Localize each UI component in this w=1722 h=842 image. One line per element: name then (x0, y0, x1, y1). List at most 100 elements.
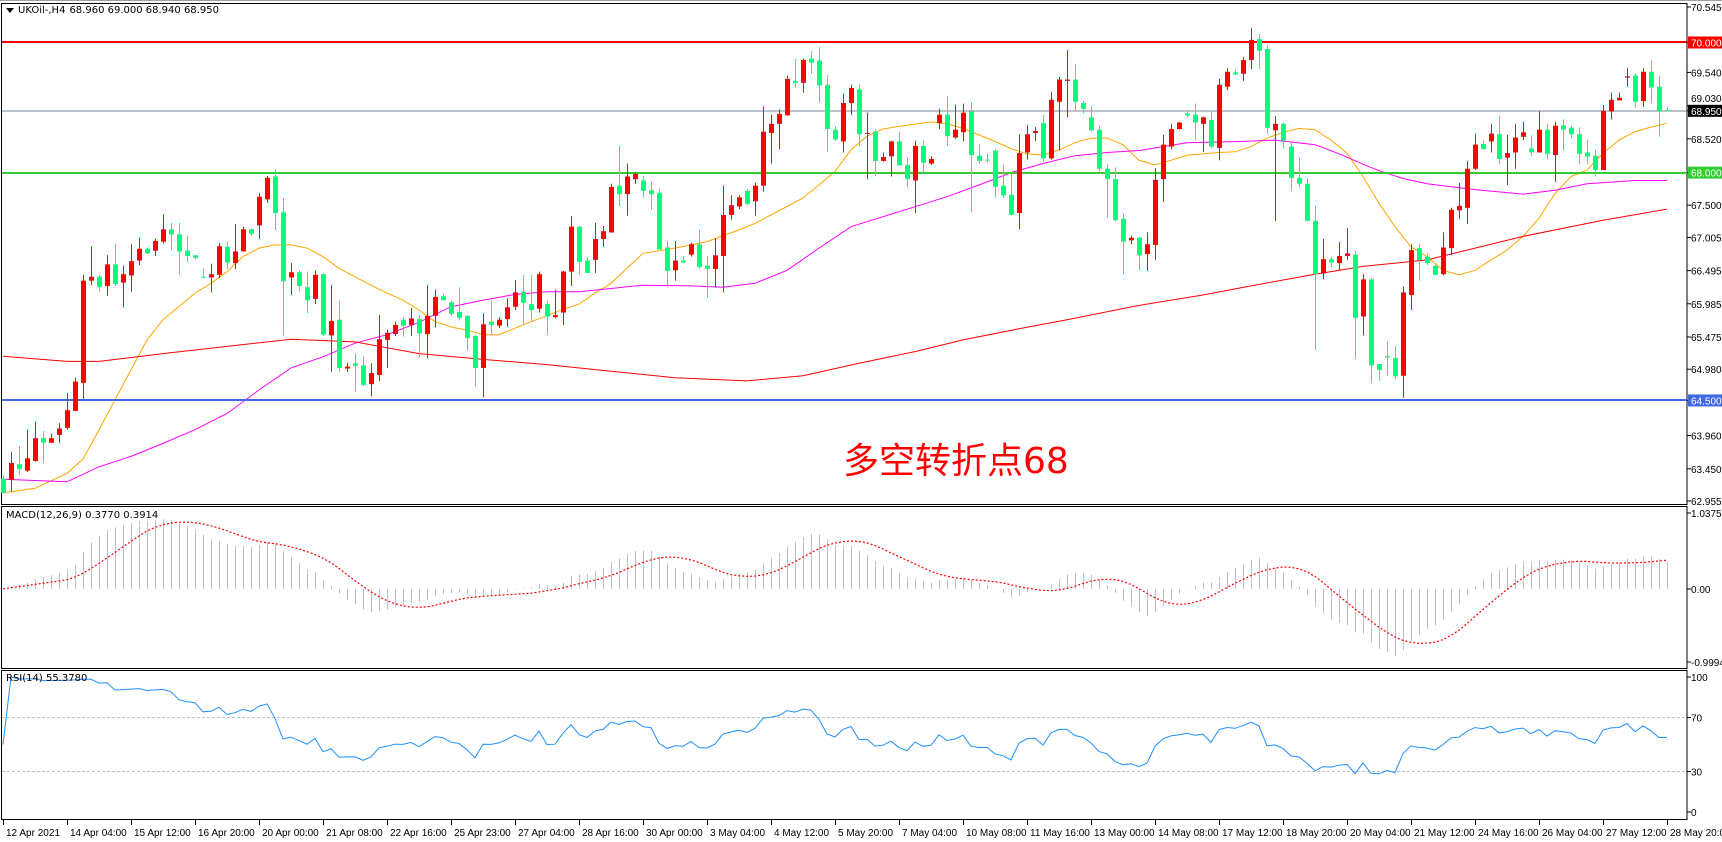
candle-body[interactable] (553, 315, 558, 318)
candle-body[interactable] (329, 321, 334, 336)
candle-body[interactable] (1649, 71, 1654, 88)
candle-body[interactable] (665, 247, 670, 271)
candle-body[interactable] (1545, 129, 1550, 154)
candle-body[interactable] (489, 321, 494, 325)
candle-body[interactable] (697, 244, 702, 268)
candle-body[interactable] (1585, 152, 1590, 157)
candle-body[interactable] (121, 274, 126, 283)
candle-body[interactable] (1441, 247, 1446, 275)
candle-body[interactable] (1593, 155, 1598, 171)
candle-body[interactable] (473, 336, 478, 368)
candle-body[interactable] (513, 292, 518, 307)
candle-body[interactable] (177, 234, 182, 252)
candle-body[interactable] (1473, 144, 1478, 169)
candle-body[interactable] (1265, 48, 1270, 128)
candle-body[interactable] (1601, 110, 1606, 171)
candle-body[interactable] (1, 478, 6, 493)
candle-body[interactable] (89, 276, 94, 281)
candle-body[interactable] (729, 205, 734, 215)
candle-body[interactable] (1401, 292, 1406, 376)
candle-body[interactable] (337, 319, 342, 368)
candle-body[interactable] (1481, 144, 1486, 150)
candle-body[interactable] (809, 58, 814, 63)
candle-body[interactable] (793, 80, 798, 83)
candle-body[interactable] (1313, 220, 1318, 275)
candle-body[interactable] (505, 307, 510, 320)
candle-body[interactable] (17, 464, 22, 469)
candle-body[interactable] (529, 304, 534, 310)
candle-body[interactable] (1305, 183, 1310, 221)
candle-body[interactable] (1209, 119, 1214, 147)
candle-body[interactable] (137, 248, 142, 261)
candle-body[interactable] (393, 324, 398, 335)
candle-body[interactable] (1225, 71, 1230, 87)
candle-body[interactable] (369, 373, 374, 385)
candle-body[interactable] (313, 274, 318, 299)
candle-body[interactable] (801, 60, 806, 83)
candle-body[interactable] (849, 88, 854, 104)
candle-body[interactable] (1657, 86, 1662, 111)
candle-body[interactable] (1033, 130, 1038, 133)
candle-body[interactable] (105, 264, 110, 286)
candle-body[interactable] (1489, 133, 1494, 142)
candle-body[interactable] (1105, 168, 1110, 180)
candle-body[interactable] (649, 190, 654, 195)
candle-body[interactable] (409, 318, 414, 325)
candle-body[interactable] (769, 123, 774, 133)
candle-body[interactable] (969, 111, 974, 156)
candle-body[interactable] (577, 226, 582, 262)
candle-body[interactable] (897, 141, 902, 166)
candle-body[interactable] (193, 255, 198, 258)
candle-body[interactable] (985, 159, 990, 161)
candle-body[interactable] (1553, 125, 1558, 156)
candle-body[interactable] (233, 251, 238, 264)
candle-body[interactable] (1025, 134, 1030, 153)
candle-body[interactable] (585, 260, 590, 273)
candle-body[interactable] (889, 141, 894, 157)
candle-body[interactable] (1497, 134, 1502, 159)
candle-body[interactable] (305, 287, 310, 301)
candle-body[interactable] (457, 311, 462, 318)
candle-body[interactable] (617, 185, 622, 195)
candle-body[interactable] (1345, 253, 1350, 256)
candle-body[interactable] (1041, 123, 1046, 159)
candle-body[interactable] (1249, 39, 1254, 61)
candle-body[interactable] (977, 155, 982, 161)
candle-body[interactable] (593, 239, 598, 260)
candle-body[interactable] (1273, 123, 1278, 131)
candle-body[interactable] (993, 150, 998, 187)
candle-body[interactable] (49, 438, 54, 443)
candle-body[interactable] (881, 157, 886, 161)
candle-body[interactable] (865, 132, 870, 134)
candle-body[interactable] (657, 192, 662, 250)
candle-body[interactable] (1145, 244, 1150, 254)
candle-body[interactable] (9, 462, 14, 480)
candle-body[interactable] (1113, 179, 1118, 221)
candle-body[interactable] (1361, 279, 1366, 317)
candle-body[interactable] (545, 304, 550, 317)
candle-body[interactable] (1353, 254, 1358, 318)
candle-body[interactable] (1297, 177, 1302, 184)
candle-body[interactable] (465, 315, 470, 338)
candle-body[interactable] (1433, 265, 1438, 275)
candle-body[interactable] (561, 271, 566, 313)
candle-body[interactable] (1233, 72, 1238, 75)
candle-body[interactable] (449, 302, 454, 314)
candle-body[interactable] (929, 158, 934, 164)
candle-body[interactable] (937, 114, 942, 124)
candle-body[interactable] (1425, 256, 1430, 264)
candle-body[interactable] (1529, 148, 1534, 153)
candle-body[interactable] (113, 264, 118, 284)
candle-body[interactable] (1057, 79, 1062, 102)
candle-body[interactable] (1001, 185, 1006, 196)
candle-body[interactable] (225, 246, 230, 263)
candle-body[interactable] (273, 176, 278, 213)
candle-body[interactable] (833, 129, 838, 140)
candle-body[interactable] (153, 240, 158, 251)
candle-body[interactable] (841, 103, 846, 142)
candle-body[interactable] (673, 260, 678, 271)
candle-body[interactable] (745, 190, 750, 204)
candle-body[interactable] (569, 226, 574, 272)
candle-body[interactable] (1089, 117, 1094, 131)
candle-body[interactable] (633, 173, 638, 180)
